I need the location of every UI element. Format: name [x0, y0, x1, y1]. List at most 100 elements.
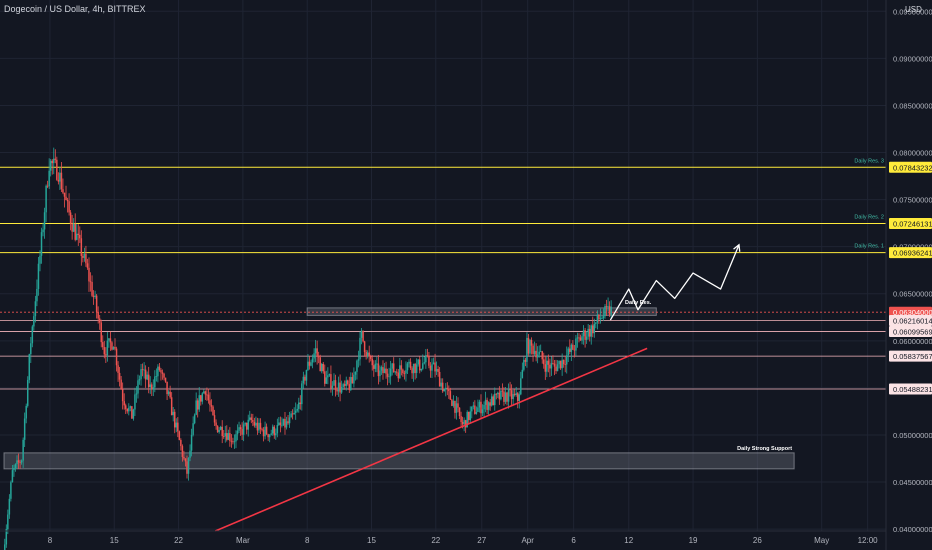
- candle-body: [391, 363, 393, 369]
- candle-body: [317, 355, 320, 358]
- candle-body: [374, 363, 377, 369]
- candle-body: [343, 384, 346, 386]
- x-tick-label: 22: [174, 536, 183, 545]
- x-tick-label: May: [814, 536, 829, 545]
- candle-body: [598, 314, 600, 320]
- candle-body: [428, 356, 430, 366]
- candle-body: [95, 295, 98, 312]
- candle-body: [184, 458, 187, 462]
- candle-body: [285, 421, 288, 428]
- candle-body: [255, 422, 257, 426]
- candle-body: [14, 464, 17, 469]
- candle-body: [281, 425, 283, 426]
- candles: [4, 147, 612, 550]
- projection-arrowhead: [733, 243, 741, 252]
- candle-body: [155, 376, 158, 377]
- candle-body: [449, 391, 452, 400]
- candle-body: [376, 363, 378, 365]
- candle-body: [523, 359, 525, 370]
- candle-body: [565, 355, 568, 365]
- candle-body: [239, 427, 242, 430]
- candle-body: [92, 295, 95, 297]
- candle-body: [74, 223, 76, 240]
- candle-body: [414, 363, 416, 373]
- x-tick-label: 26: [753, 536, 762, 545]
- symbol-title[interactable]: Dogecoin / US Dollar, 4h, BITTREX: [4, 4, 146, 14]
- candle-body: [115, 348, 118, 366]
- candle-body: [190, 434, 193, 451]
- candle-body: [365, 351, 367, 357]
- y-tick-label: 0.09500000: [893, 7, 932, 16]
- candle-body: [259, 422, 262, 429]
- candle-body: [581, 336, 583, 341]
- time-axis[interactable]: 8 15 22 Mar 8 15 22 27 Apr 6 12 19 26 May 12:00: [48, 536, 878, 545]
- candle-body: [273, 426, 276, 436]
- price-label: 0.07843232: [893, 163, 932, 172]
- candle-body: [481, 409, 484, 414]
- candle-body: [366, 352, 369, 357]
- candle-body: [602, 316, 605, 319]
- zone-label: Daily Strong Support: [737, 446, 792, 452]
- candle-body: [382, 367, 384, 374]
- zone-rect: [3, 452, 795, 470]
- candle-body: [250, 417, 253, 420]
- x-tick-label: Apr: [521, 536, 534, 545]
- candle-body: [544, 364, 547, 372]
- candle-body: [85, 253, 87, 264]
- candle-body: [39, 255, 41, 264]
- candle-body: [82, 255, 84, 258]
- overlays: [215, 243, 741, 532]
- candle-body: [13, 468, 15, 471]
- candle-body: [51, 160, 53, 164]
- x-tick-label: 8: [305, 536, 310, 545]
- candle-body: [238, 427, 240, 431]
- candle-body: [466, 411, 468, 428]
- candle-body: [593, 323, 596, 334]
- candle-body: [506, 392, 508, 402]
- candle-body: [461, 421, 464, 425]
- candle-body: [158, 366, 161, 371]
- candle-body: [507, 389, 510, 402]
- candle-body: [224, 433, 227, 437]
- candle-body: [147, 374, 150, 388]
- candle-body: [212, 406, 214, 416]
- candle-body: [151, 384, 153, 390]
- candle-body: [114, 347, 116, 349]
- candle-body: [458, 407, 461, 417]
- candle-body: [489, 402, 491, 406]
- candle-body: [102, 342, 104, 348]
- candle-body: [278, 422, 280, 425]
- candle-body: [45, 185, 47, 213]
- candle-body: [322, 363, 325, 372]
- candle-body: [28, 354, 31, 380]
- candle-body: [316, 348, 318, 356]
- candle-body: [422, 363, 424, 369]
- candle-body: [359, 337, 361, 360]
- candle-body: [40, 232, 43, 256]
- candle-body: [59, 172, 61, 182]
- candle-body: [399, 365, 401, 379]
- candle-body: [454, 400, 456, 413]
- candle-body: [351, 377, 354, 384]
- candle-body: [431, 364, 433, 371]
- candle-body: [308, 361, 311, 366]
- candle-body: [307, 361, 309, 371]
- candle-body: [558, 360, 560, 365]
- candle-body: [10, 482, 12, 499]
- candle-body: [426, 355, 429, 357]
- candle-body: [553, 363, 556, 367]
- candle-body: [520, 378, 522, 395]
- candle-body: [229, 433, 231, 441]
- candle-body: [354, 371, 357, 375]
- candle-body: [463, 420, 465, 425]
- horizontal-levels: Daily Res. 3 Daily Res. 2 Daily Res. 1: [0, 158, 886, 390]
- candle-body: [588, 328, 591, 337]
- candle-body: [63, 192, 66, 197]
- candle-body: [408, 361, 410, 364]
- candle-body: [409, 361, 412, 369]
- candle-body: [512, 394, 514, 400]
- candle-body: [471, 406, 473, 412]
- candle-body: [83, 253, 86, 258]
- candle-body: [570, 344, 573, 352]
